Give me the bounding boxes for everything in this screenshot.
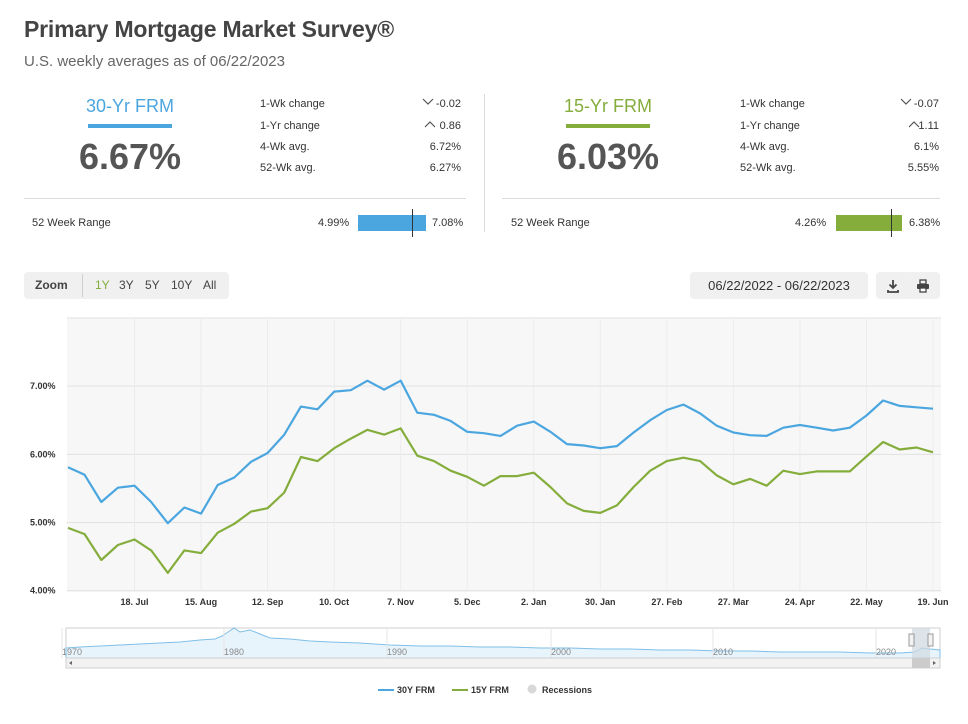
- scrollbar-track[interactable]: [65, 657, 941, 669]
- legend-swatch-recessions: [527, 684, 537, 694]
- frm15-stat-value: 5.55%: [907, 162, 939, 174]
- legend: 30Y FRM 15Y FRM Recessions: [0, 682, 968, 703]
- y-tick-label: 6.00%: [30, 449, 56, 459]
- frm15-range-bar: [836, 215, 902, 231]
- print-button[interactable]: [906, 272, 940, 299]
- main-chart[interactable]: 4.00% 5.00% 6.00% 7.00% 18. Jul 15. Aug 12. S…: [0, 310, 968, 610]
- x-tick-label: 5. Dec: [454, 597, 481, 607]
- download-button[interactable]: [876, 272, 910, 299]
- legend-label-recessions: Recessions: [542, 685, 592, 695]
- navigator[interactable]: 1970 1980 1990 2000 2010 2020: [0, 624, 968, 672]
- zoom-bar: [24, 272, 229, 299]
- download-icon: [887, 279, 899, 293]
- frm15-underline: [566, 124, 650, 128]
- frm30-stat-value: 6.27%: [429, 162, 461, 174]
- y-tick-label: 5.00%: [30, 517, 56, 527]
- frm30-underline: [88, 124, 172, 128]
- navigator-year-label: 1990: [387, 647, 407, 657]
- caret-down-icon: [422, 98, 434, 105]
- caret-down-icon: [900, 98, 912, 105]
- print-icon: [917, 279, 929, 293]
- zoom-all-button[interactable]: All: [203, 278, 217, 292]
- x-tick-label: 22. May: [850, 597, 883, 607]
- x-tick-label: 27. Feb: [651, 597, 683, 607]
- zoom-label: Zoom: [35, 278, 68, 292]
- navigator-year-label: 1970: [62, 647, 82, 657]
- frm30-stat-value: 6.72%: [429, 141, 461, 153]
- zoom-1y-button[interactable]: 1Y: [95, 278, 110, 292]
- navigator-year-label: 2000: [551, 647, 571, 657]
- legend-item-recessions[interactable]: Recessions: [527, 684, 593, 696]
- y-tick-label: 7.00%: [30, 381, 56, 391]
- page-title: Primary Mortgage Market Survey®: [24, 16, 394, 42]
- legend-item-15y[interactable]: 15Y FRM: [452, 685, 509, 695]
- x-tick-label: 2. Jan: [521, 597, 547, 607]
- plot-background: [67, 318, 941, 592]
- frm30-stat-label: 1-Yr change: [260, 120, 320, 132]
- legend-item-30y[interactable]: 30Y FRM: [378, 685, 435, 695]
- panel-divider: [484, 94, 485, 232]
- caret-up-icon: [424, 121, 436, 128]
- frm30-range-low: 4.99%: [318, 217, 350, 229]
- navigator-handle-left[interactable]: [908, 633, 915, 647]
- navigator-year-label: 2010: [713, 647, 733, 657]
- frm15-label: 15-Yr FRM: [563, 96, 652, 116]
- zoom-3y-button[interactable]: 3Y: [119, 278, 134, 292]
- frm15-stat-label: 4-Wk avg.: [740, 141, 790, 153]
- frm15-stat-label: 1-Wk change: [740, 98, 805, 110]
- series-line-30y-frm[interactable]: [67, 379, 934, 525]
- frm30-range-label: 52 Week Range: [32, 217, 111, 229]
- frm15-range-label: 52 Week Range: [511, 217, 590, 229]
- frm30-label: 30-Yr FRM: [85, 96, 174, 116]
- frm30-range-marker: [412, 209, 414, 237]
- navigator-selection[interactable]: [912, 628, 930, 658]
- scroll-left-icon[interactable]: [69, 661, 72, 665]
- frm15-stat-value: 1.11: [918, 120, 939, 132]
- frm30-stat-value: -0.02: [435, 98, 461, 110]
- y-tick-label: 4.00%: [30, 586, 56, 596]
- frm30-stat-label: 1-Wk change: [260, 98, 325, 110]
- frm30-stat-label: 4-Wk avg.: [260, 141, 310, 153]
- x-tick-label: 7. Nov: [387, 597, 414, 607]
- series-line-15y-frm[interactable]: [67, 427, 934, 574]
- zoom-10y-button[interactable]: 10Y: [171, 278, 193, 292]
- frm15-stat-label: 52-Wk avg.: [740, 162, 796, 174]
- legend-label-15y: 15Y FRM: [471, 685, 509, 695]
- navigator-handle-right[interactable]: [927, 633, 934, 647]
- frm30-stat-label: 52-Wk avg.: [260, 162, 316, 174]
- divider: [24, 198, 466, 199]
- frm30-range-high: 7.08%: [432, 217, 464, 229]
- frm15-stat-value: -0.07: [913, 98, 939, 110]
- divider: [502, 198, 940, 199]
- x-tick-label: 15. Aug: [185, 597, 217, 607]
- frm30-rate: 6.67%: [78, 136, 182, 177]
- x-tick-label: 24. Apr: [785, 597, 816, 607]
- caret-up-icon: [908, 121, 920, 128]
- zoom-separator: [82, 274, 83, 297]
- date-range-input[interactable]: 06/22/2022 - 06/22/2023: [690, 272, 868, 299]
- x-tick-label: 30. Jan: [585, 597, 616, 607]
- scroll-right-icon[interactable]: [933, 661, 936, 665]
- frm15-range-high: 6.38%: [909, 217, 941, 229]
- x-tick-label: 18. Jul: [121, 597, 149, 607]
- legend-label-30y: 30Y FRM: [397, 685, 435, 695]
- navigator-year-label: 1980: [224, 647, 244, 657]
- navigator-year-label: 2020: [876, 647, 896, 657]
- x-tick-label: 10. Oct: [319, 597, 349, 607]
- frm15-range-low: 4.26%: [795, 217, 827, 229]
- page-subtitle: U.S. weekly averages as of 06/22/2023: [24, 53, 285, 70]
- frm30-stat-value: 0.86: [439, 120, 461, 132]
- frm30-range-bar: [358, 215, 426, 231]
- x-tick-label: 12. Sep: [252, 597, 284, 607]
- zoom-5y-button[interactable]: 5Y: [145, 278, 160, 292]
- frm15-stat-label: 1-Yr change: [740, 120, 800, 132]
- x-tick-label: 19. Jun: [917, 597, 948, 607]
- scrollbar-thumb[interactable]: [912, 658, 930, 668]
- navigator-series: [65, 627, 941, 659]
- x-tick-label: 27. Mar: [718, 597, 750, 607]
- frm15-stat-value: 6.1%: [913, 141, 939, 153]
- frm15-range-marker: [890, 209, 892, 237]
- frm15-rate: 6.03%: [556, 136, 660, 177]
